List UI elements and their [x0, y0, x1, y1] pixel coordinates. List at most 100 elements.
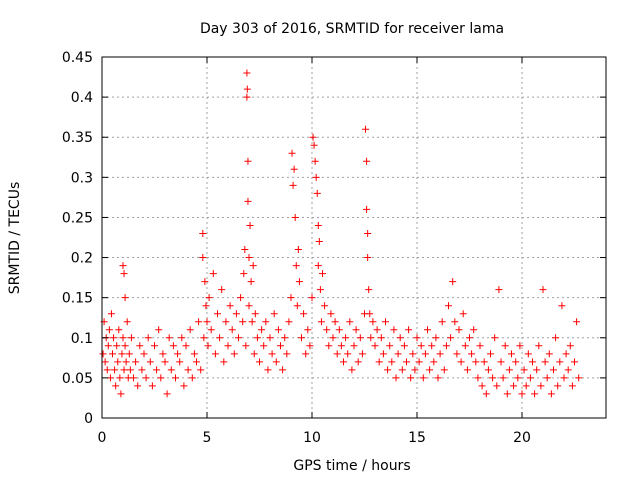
- data-point: [413, 334, 421, 342]
- data-point: [396, 334, 404, 342]
- data-point: [237, 294, 245, 302]
- data-point: [167, 366, 175, 374]
- data-point: [394, 350, 402, 358]
- data-point: [352, 326, 360, 334]
- data-point: [508, 350, 515, 358]
- x-tick-label: 0: [98, 430, 107, 446]
- data-point: [369, 318, 377, 326]
- x-tick-label: 10: [303, 430, 321, 446]
- data-point: [409, 350, 417, 358]
- data-point: [113, 342, 121, 350]
- data-point: [244, 157, 252, 165]
- data-point: [421, 350, 429, 358]
- data-point: [554, 382, 562, 390]
- data-point: [195, 318, 203, 326]
- data-point: [541, 358, 549, 366]
- data-point: [104, 342, 112, 350]
- data-point: [243, 93, 251, 101]
- x-tick-label: 15: [408, 430, 426, 446]
- data-point: [214, 310, 221, 318]
- data-point: [364, 229, 372, 237]
- data-point: [432, 334, 440, 342]
- data-point: [277, 342, 284, 350]
- data-point: [250, 350, 258, 358]
- data-point: [512, 358, 520, 366]
- data-point: [203, 318, 211, 326]
- data-point: [560, 374, 568, 382]
- data-point: [165, 334, 173, 342]
- data-point: [245, 302, 253, 310]
- data-point: [287, 294, 295, 302]
- data-point: [253, 334, 261, 342]
- data-point: [535, 342, 543, 350]
- data-point: [346, 318, 354, 326]
- data-point: [274, 326, 282, 334]
- data-point: [495, 286, 503, 294]
- data-point: [222, 318, 230, 326]
- data-point: [457, 358, 465, 366]
- data-point: [480, 358, 488, 366]
- y-tick-label: 0: [84, 411, 93, 427]
- data-point: [116, 374, 124, 382]
- data-point: [497, 358, 505, 366]
- data-point: [249, 262, 257, 270]
- ticks-layer: [101, 56, 606, 419]
- data-point: [466, 334, 473, 342]
- data-point: [337, 342, 345, 350]
- data-point: [163, 390, 171, 398]
- data-point: [178, 334, 186, 342]
- data-point: [260, 342, 268, 350]
- data-point: [308, 294, 316, 302]
- data-point: [333, 350, 341, 358]
- data-point: [356, 334, 364, 342]
- data-point: [329, 334, 337, 342]
- data-point: [382, 318, 389, 326]
- data-point: [138, 366, 146, 374]
- data-point: [531, 390, 539, 398]
- data-point: [468, 350, 476, 358]
- data-point: [304, 326, 312, 334]
- data-point: [482, 390, 490, 398]
- data-point: [243, 69, 251, 77]
- data-point: [520, 366, 528, 374]
- data-point: [562, 350, 570, 358]
- y-tick-label: 0.35: [62, 130, 93, 146]
- data-point: [313, 189, 321, 197]
- data-point: [325, 342, 333, 350]
- data-point: [244, 197, 252, 205]
- data-point: [331, 318, 339, 326]
- data-point: [426, 366, 434, 374]
- data-point: [140, 350, 148, 358]
- data-point: [375, 358, 383, 366]
- data-point: [293, 302, 301, 310]
- data-point: [417, 342, 425, 350]
- data-point: [302, 350, 310, 358]
- data-point: [119, 262, 127, 270]
- data-point: [323, 326, 331, 334]
- data-point: [205, 294, 213, 302]
- data-point: [101, 358, 109, 366]
- data-point: [400, 342, 408, 350]
- data-point: [148, 382, 156, 390]
- data-point: [295, 278, 303, 286]
- data-point: [491, 334, 499, 342]
- data-point: [126, 366, 134, 374]
- data-point: [459, 310, 467, 318]
- data-point: [197, 366, 205, 374]
- data-point: [239, 318, 247, 326]
- data-point: [111, 366, 119, 374]
- data-point: [445, 302, 452, 310]
- data-point: [461, 342, 469, 350]
- data-point: [543, 374, 551, 382]
- data-point: [501, 342, 509, 350]
- data-point: [386, 342, 394, 350]
- data-point: [292, 262, 300, 270]
- data-point: [209, 270, 217, 278]
- data-point: [539, 286, 547, 294]
- data-point: [272, 358, 280, 366]
- data-point: [199, 229, 207, 237]
- y-tick-label: 0.2: [71, 251, 93, 267]
- data-point: [311, 157, 319, 165]
- data-point: [153, 366, 161, 374]
- points-layer: [99, 69, 583, 398]
